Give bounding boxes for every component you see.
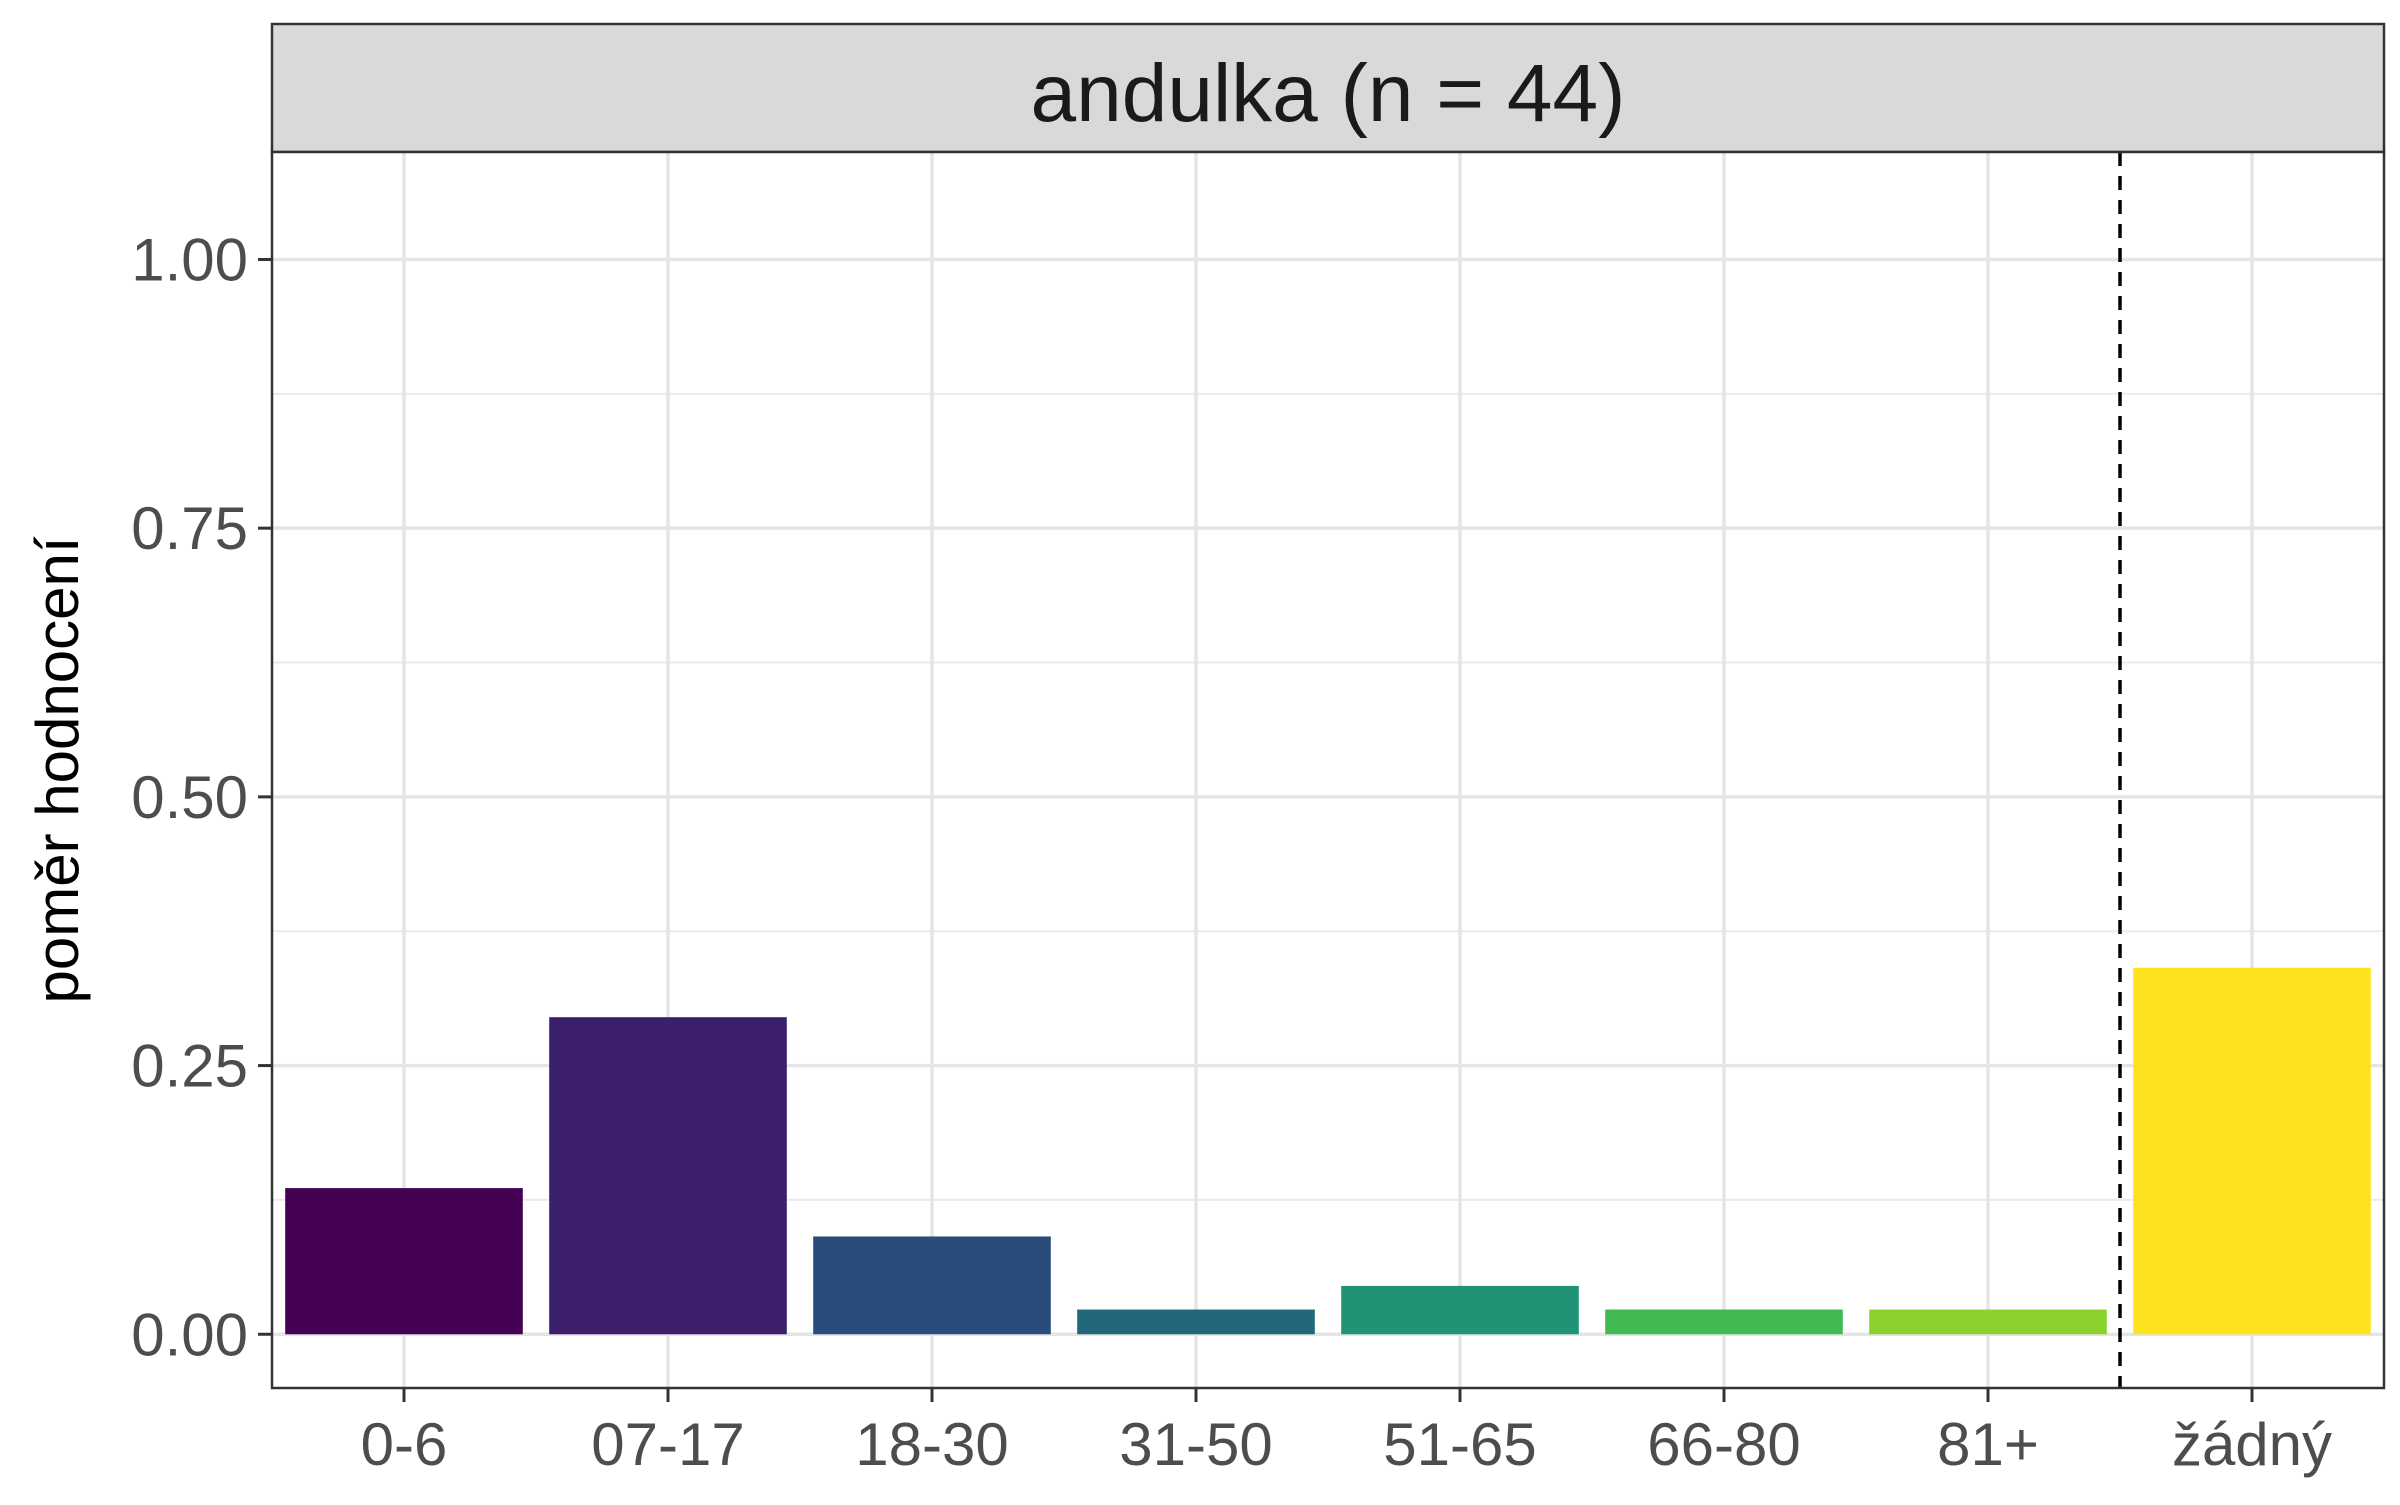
bar-66-80: [1605, 1309, 1843, 1335]
bar-51-65: [1341, 1285, 1579, 1335]
plot-border: [270, 150, 2386, 1390]
bar-žádný: [2133, 967, 2371, 1335]
facet-strip: [270, 22, 2386, 154]
axes: 0.00 0.25 0.50 0.75 1.00 0-6 07-17 18-30 31-50 51…: [131, 226, 2332, 1478]
x-tick-label: 66-80: [1647, 1411, 1800, 1478]
y-axis-title: poměr hodnocení: [24, 536, 91, 1003]
y-tick-label: 1.00: [131, 226, 248, 293]
x-tick-label: 51-65: [1383, 1411, 1536, 1478]
bars: [285, 967, 2371, 1335]
x-tick-label: 18-30: [855, 1411, 1008, 1478]
bar-81+: [1869, 1309, 2107, 1335]
x-tick-label: 81+: [1937, 1411, 2039, 1478]
bar-0-6: [285, 1188, 523, 1335]
x-tick-label: 0-6: [361, 1411, 448, 1478]
y-tick-label: 0.75: [131, 495, 248, 562]
x-tick-label: žádný: [2172, 1411, 2332, 1478]
facet-label: andulka (n = 44): [1031, 48, 1626, 139]
y-tick-label: 0.00: [131, 1301, 248, 1368]
bar-18-30: [813, 1236, 1051, 1335]
y-tick-label: 0.50: [131, 764, 248, 831]
bar-07-17: [549, 1017, 787, 1335]
x-tick-label: 31-50: [1119, 1411, 1272, 1478]
bar-31-50: [1077, 1309, 1315, 1335]
y-tick-label: 0.25: [131, 1033, 248, 1100]
x-tick-label: 07-17: [591, 1411, 744, 1478]
